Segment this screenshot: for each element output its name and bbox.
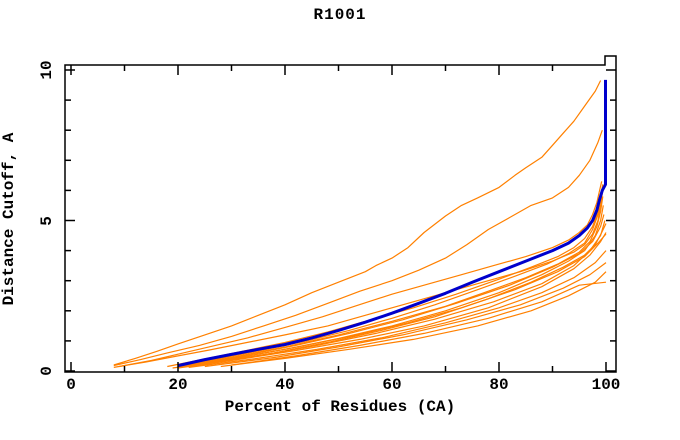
model-08-curve [183, 205, 604, 368]
model-16-curve [220, 271, 607, 368]
y-axis-title: Distance Cutoff, A [0, 132, 18, 306]
model-12-curve [177, 232, 607, 369]
x-tick-label: 100 [591, 376, 621, 394]
model-14-curve [188, 250, 607, 368]
plot-frame [64, 55, 617, 373]
model-10-curve [172, 223, 607, 369]
x-tick-label: 0 [66, 376, 76, 394]
x-tick-label: 60 [382, 376, 402, 394]
model-05-curve [167, 184, 604, 368]
x-tick-label: 40 [275, 376, 295, 394]
model-02-curve [113, 129, 603, 367]
y-tick-label: 10 [38, 60, 56, 80]
x-tick-label: 20 [168, 376, 188, 394]
highlighted-model-curve [177, 79, 607, 368]
x-tick-label: 80 [489, 376, 509, 394]
x-axis-title: Percent of Residues (CA) [224, 398, 456, 416]
model-01-curve [113, 80, 602, 366]
model-07-curve [177, 196, 604, 368]
model-curves-layer [113, 79, 607, 369]
model-15-curve [204, 262, 607, 368]
y-tick-label: 0 [38, 366, 56, 376]
model-03-curve [119, 181, 603, 368]
model-17-curve [231, 281, 607, 366]
chart-title: R1001 [313, 6, 367, 24]
model-13-curve [199, 220, 606, 366]
model-09-curve [188, 214, 605, 367]
y-tick-label: 5 [38, 215, 56, 226]
axis-ticks-layer [65, 65, 616, 372]
